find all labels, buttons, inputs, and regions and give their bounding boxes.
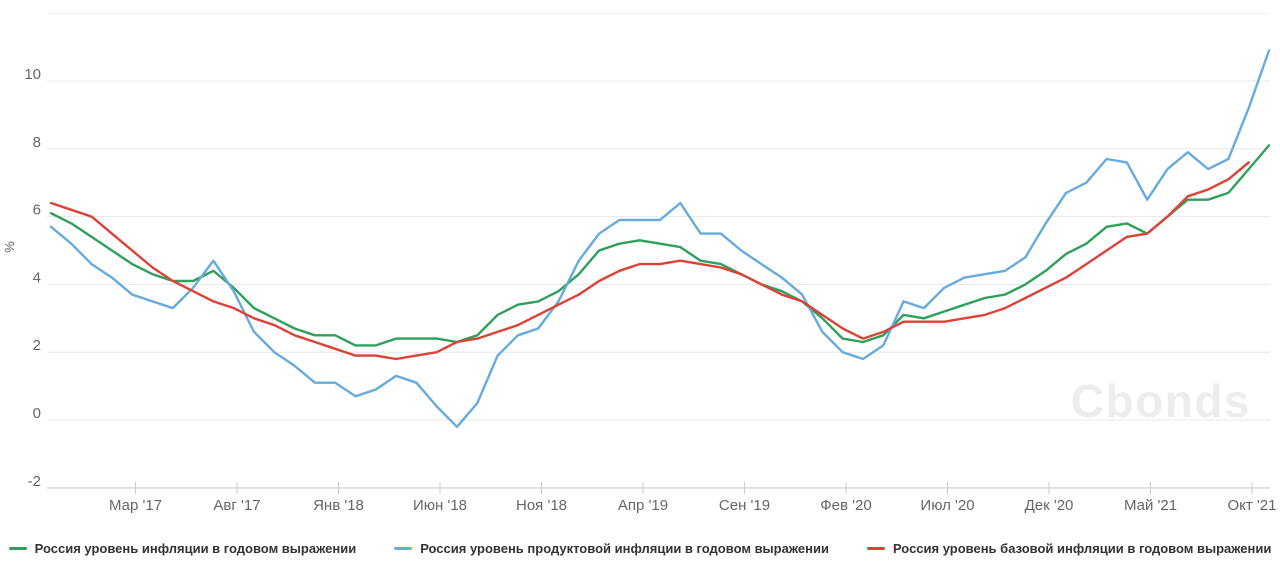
x-axis-tick-label: Мар '17 bbox=[109, 497, 162, 514]
y-axis-tick-label: 6 bbox=[33, 202, 41, 219]
y-axis-tick-label: 4 bbox=[33, 269, 41, 286]
chart-svg: Cbonds -2 0 2 4 6 8 10% Мар '17 Авг '17 Янв '18 Июн… bbox=[2, 12, 1276, 514]
series-line-marker bbox=[8, 546, 27, 550]
series-line-0 bbox=[49, 144, 1271, 347]
legend-item-inflation[interactable]: Россия уровень инфляции в годовом выраже… bbox=[8, 540, 357, 556]
gridlines bbox=[47, 12, 1270, 489]
legend-item-core-inflation[interactable]: Россия уровень базовой инфляции в годово… bbox=[866, 540, 1272, 556]
x-axis-tick-label: Июл '20 bbox=[920, 497, 974, 514]
legend-item-food-inflation[interactable]: Россия уровень продуктовой инфляции в го… bbox=[394, 541, 829, 556]
cbonds-watermark: Cbonds bbox=[1071, 375, 1251, 427]
x-axis-tick-label: Ноя '18 bbox=[516, 497, 567, 514]
x-axis-tick-label: Окт '21 bbox=[1228, 497, 1277, 514]
x-axis-tick-label: Фев '20 bbox=[820, 497, 871, 514]
x-axis-tick-label: Дек '20 bbox=[1025, 497, 1074, 514]
x-axis: Мар '17 Авг '17 Янв '18 Июн '18 Ноя '18 Апр '… bbox=[47, 482, 1276, 514]
x-axis-tick-label: Июн '18 bbox=[413, 497, 467, 514]
y-axis-tick-label: -2 bbox=[28, 473, 41, 490]
y-axis-tick-label: 10 bbox=[24, 66, 41, 83]
x-axis-tick-label: Авг '17 bbox=[213, 497, 260, 514]
legend-label-food-inflation: Россия уровень продуктовой инфляции в го… bbox=[420, 540, 829, 556]
series-line-2 bbox=[49, 161, 1250, 361]
y-axis-tick-label: 8 bbox=[33, 134, 41, 151]
x-axis-tick-label: Янв '18 bbox=[313, 497, 364, 514]
chart-area: Cbonds -2 0 2 4 6 8 10% Мар '17 Авг '17 Янв '18 Июн… bbox=[2, 12, 1276, 514]
legend-label-core-inflation: Россия уровень базовой инфляции в годово… bbox=[892, 540, 1272, 556]
y-axis-labels: -2 0 2 4 6 8 10 bbox=[24, 66, 41, 490]
chart-legend: Россия уровень инфляции в годовом выраже… bbox=[0, 531, 1280, 565]
x-axis-tick-label: Май '21 bbox=[1124, 497, 1177, 514]
x-axis-tick-label: Сен '19 bbox=[719, 497, 770, 514]
series-line-marker bbox=[866, 546, 885, 550]
series-line-1 bbox=[49, 49, 1271, 428]
legend-label-inflation: Россия уровень инфляции в годовом выраже… bbox=[34, 540, 357, 556]
series-line-marker bbox=[394, 546, 413, 550]
y-axis-tick-label: 0 bbox=[33, 405, 41, 422]
y-axis-tick-label: 2 bbox=[33, 337, 41, 354]
x-axis-tick-label: Апр '19 bbox=[618, 497, 668, 514]
y-axis-title: % bbox=[2, 241, 17, 253]
